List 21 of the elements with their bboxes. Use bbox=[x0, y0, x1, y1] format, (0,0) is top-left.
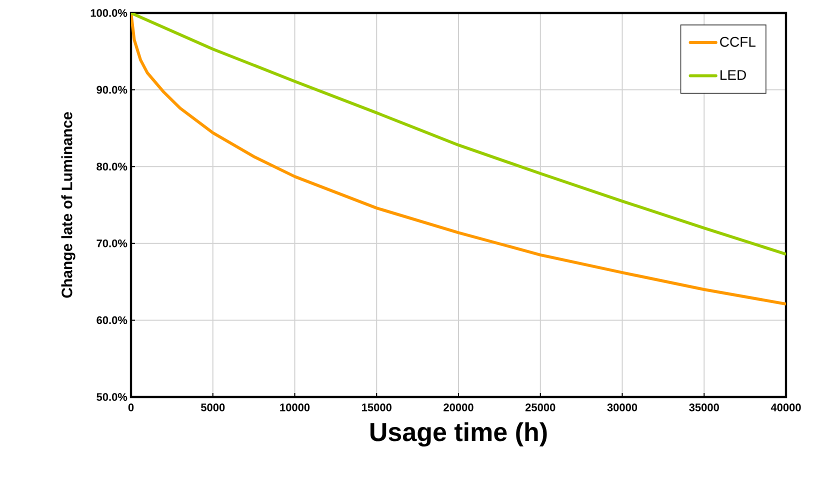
x-tick-label: 10000 bbox=[280, 404, 310, 412]
y-tick-label: 90.0% bbox=[96, 86, 128, 94]
y-tick-label: 80.0% bbox=[96, 162, 128, 170]
x-tick-label: 40000 bbox=[770, 404, 801, 412]
x-tick-label: 15000 bbox=[362, 404, 392, 412]
legend-label: CCFL bbox=[720, 36, 756, 47]
x-tick-label: 20000 bbox=[444, 404, 474, 412]
y-tick-label: 60.0% bbox=[96, 316, 128, 324]
y-axis-title: Change late of Luminance bbox=[61, 112, 76, 298]
x-axis-title: Usage time (h) bbox=[370, 422, 547, 447]
y-tick-label: 70.0% bbox=[96, 240, 128, 248]
x-tick-label: 25000 bbox=[525, 404, 556, 412]
legend-label: LED bbox=[720, 70, 746, 80]
x-tick-label: 30000 bbox=[607, 404, 638, 412]
x-tick-label: 35000 bbox=[689, 404, 719, 412]
y-tick-label: 100.0% bbox=[90, 9, 128, 17]
line-series bbox=[131, 12, 786, 306]
x-tick-label: 0 bbox=[128, 404, 134, 412]
line-series bbox=[131, 12, 786, 256]
x-tick-label: 5000 bbox=[200, 404, 225, 412]
y-tick-label: 50.0% bbox=[96, 393, 128, 401]
